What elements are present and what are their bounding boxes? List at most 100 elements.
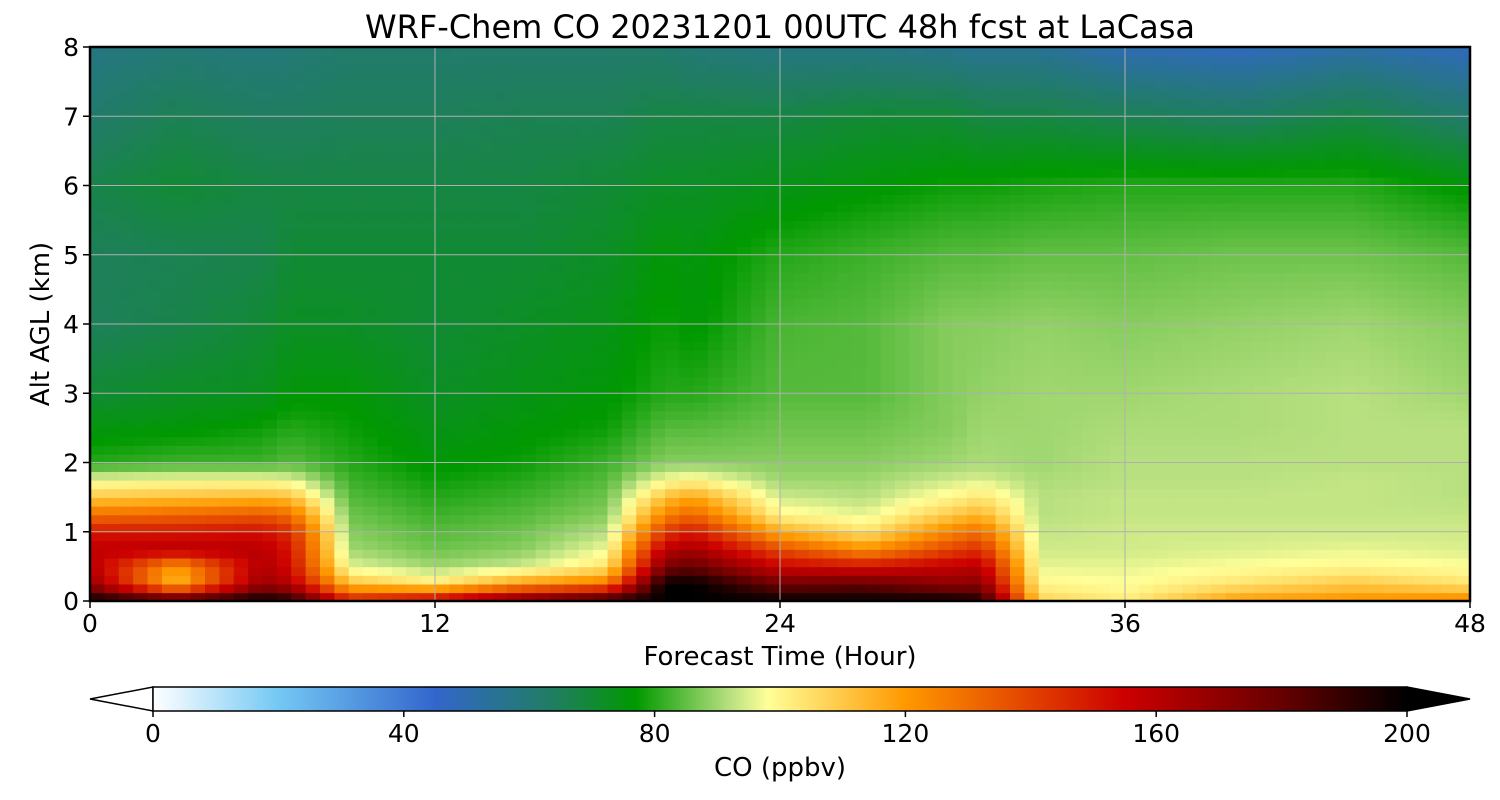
field-cell [262, 90, 278, 100]
field-cell [435, 228, 451, 239]
field-cell [205, 583, 221, 594]
field-cell [1153, 185, 1169, 195]
field-cell [1038, 592, 1054, 601]
field-cell [521, 64, 537, 74]
field-cell [348, 332, 364, 343]
field-cell [765, 246, 781, 256]
field-cell [636, 72, 652, 83]
field-cell [780, 497, 796, 507]
field-cell [1010, 358, 1026, 369]
field-cell [564, 280, 580, 291]
field-cell [780, 393, 796, 403]
field-cell [104, 393, 120, 403]
field-cell [334, 237, 350, 247]
field-cell [90, 566, 106, 576]
field-cell [1010, 168, 1026, 178]
field-cell [650, 237, 666, 247]
field-cell [851, 142, 868, 152]
field-cell [751, 523, 767, 533]
field-cell [190, 453, 206, 464]
field-cell [751, 202, 767, 213]
field-cell [895, 531, 911, 542]
field-cell [535, 116, 551, 126]
field-cell [377, 298, 393, 308]
field-cell [880, 107, 896, 118]
field-cell [780, 81, 796, 92]
field-cell [334, 332, 350, 343]
field-cell [1010, 150, 1026, 161]
field-cell [665, 306, 681, 317]
field-cell [679, 272, 695, 282]
field-cell [636, 90, 652, 100]
field-cell [449, 107, 465, 118]
field-cell [665, 410, 681, 421]
field-cell [449, 566, 465, 576]
field-cell [794, 393, 810, 403]
field-cell [391, 349, 408, 360]
field-cell [1168, 98, 1184, 109]
field-cell [909, 427, 925, 438]
field-cell [1010, 228, 1026, 239]
field-cell [147, 358, 163, 369]
field-cell [621, 384, 638, 395]
field-cell [176, 315, 192, 325]
field-cell [391, 81, 408, 92]
field-cell [104, 228, 120, 239]
field-cell [190, 575, 206, 585]
field-cell [190, 159, 206, 169]
field-cell [1067, 124, 1083, 135]
field-cell [233, 220, 249, 230]
field-cell [391, 194, 408, 204]
field-cell [506, 81, 523, 92]
field-cell [1010, 540, 1026, 550]
field-cell [564, 124, 580, 135]
field-cell [866, 341, 882, 351]
field-cell [377, 220, 393, 230]
field-cell [391, 90, 408, 100]
field-cell [866, 272, 882, 282]
field-cell [722, 72, 738, 83]
field-cell [1125, 324, 1141, 334]
field-cell [837, 237, 853, 247]
field-cell [420, 453, 436, 464]
field-cell [966, 211, 983, 221]
field-cell [1110, 566, 1126, 576]
field-cell [880, 332, 896, 343]
field-cell [909, 237, 925, 247]
field-cell [693, 228, 709, 239]
field-cell [291, 168, 307, 178]
field-cell [794, 168, 810, 178]
field-cell [521, 514, 537, 524]
field-cell [1110, 176, 1126, 187]
field-cell [866, 549, 882, 559]
field-cell [823, 419, 839, 429]
field-cell [952, 289, 968, 299]
field-cell [133, 124, 149, 135]
field-cell [851, 168, 868, 178]
field-cell [693, 479, 709, 490]
field-cell [1038, 159, 1054, 169]
field-cell [1053, 453, 1069, 464]
field-cell [665, 90, 681, 100]
field-cell [564, 375, 580, 386]
field-cell [1125, 445, 1141, 455]
field-cell [780, 479, 796, 490]
field-cell [147, 107, 163, 118]
field-cell [1067, 358, 1083, 369]
field-cell [161, 133, 178, 144]
field-cell [506, 254, 523, 265]
field-cell [233, 436, 249, 446]
field-cell [276, 228, 293, 239]
field-cell [406, 401, 422, 412]
field-cell [593, 142, 609, 152]
field-cell [420, 272, 436, 282]
field-cell [550, 168, 566, 178]
field-cell [420, 90, 436, 100]
field-cell [636, 47, 652, 57]
field-cell [765, 497, 781, 507]
field-cell [607, 176, 623, 187]
field-cell [679, 531, 695, 542]
field-cell [966, 531, 983, 542]
field-cell [118, 393, 134, 403]
field-cell [751, 514, 767, 524]
